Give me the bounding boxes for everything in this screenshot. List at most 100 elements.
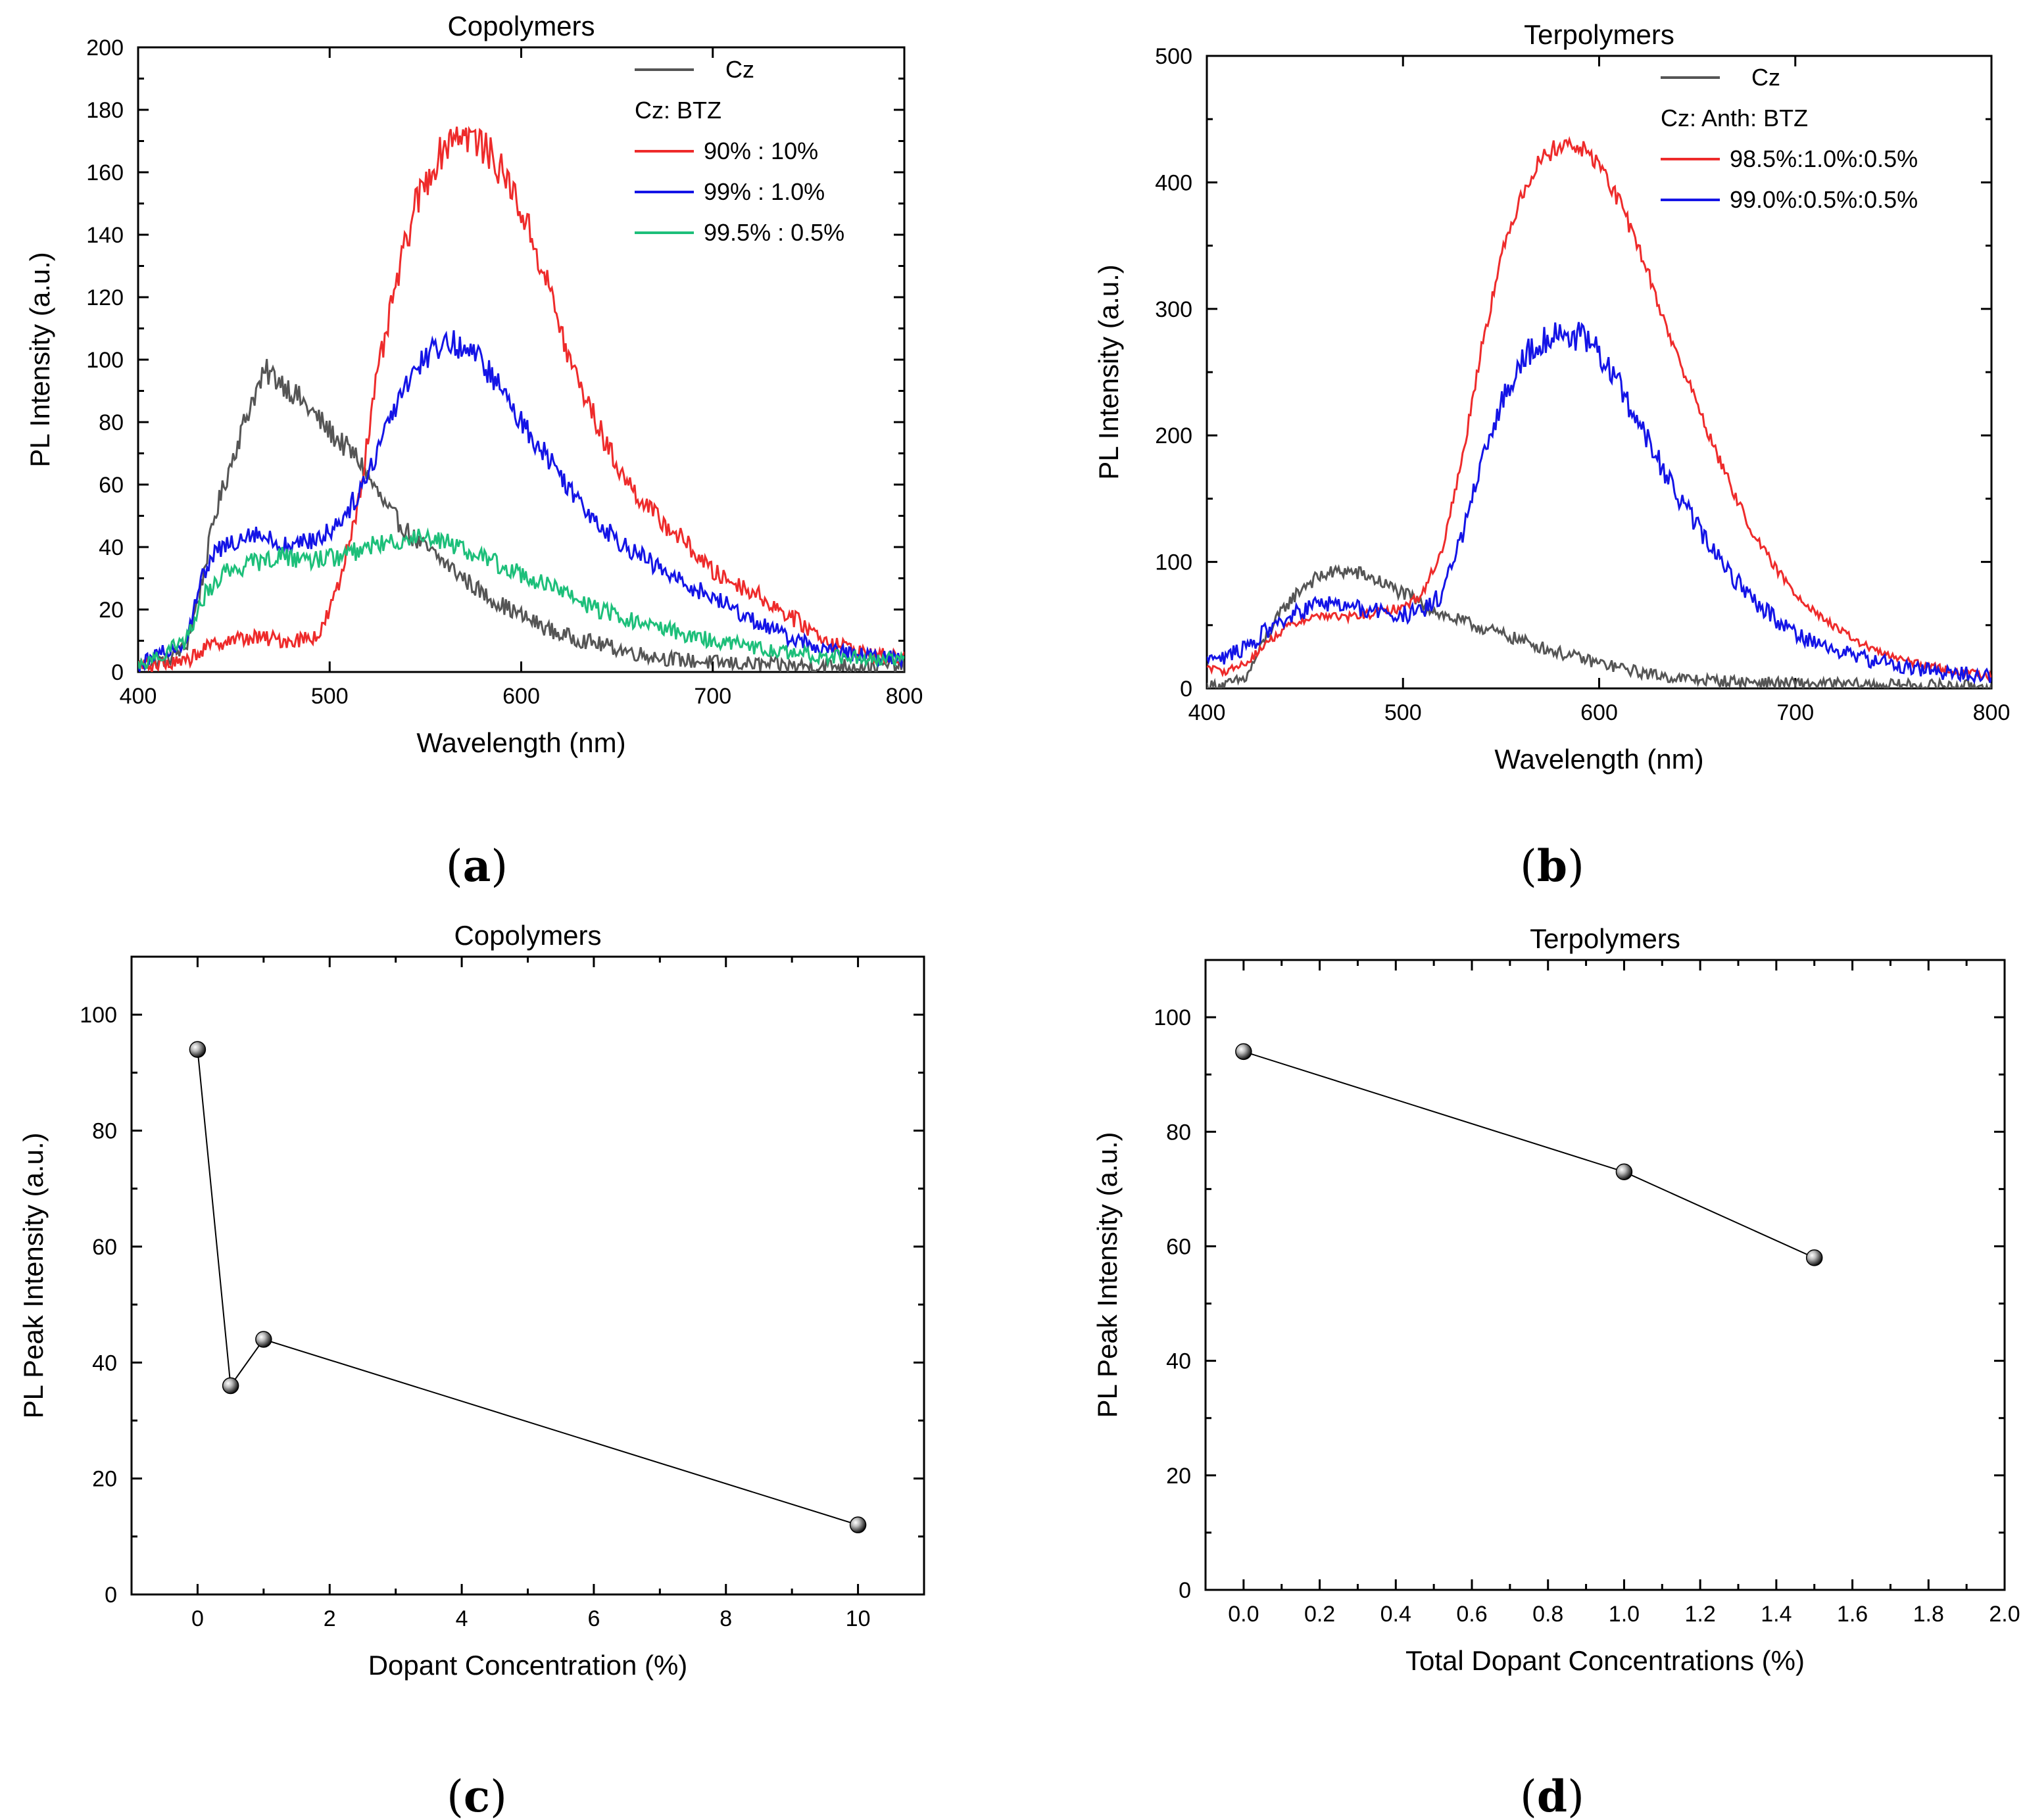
y-tick-label: 60 <box>1166 1234 1191 1259</box>
panel-label-open: ( <box>1520 841 1537 892</box>
data-point-2 <box>1615 1163 1633 1180</box>
x-axis-label: Wavelength (nm) <box>416 727 625 758</box>
series-line-3 <box>138 330 904 672</box>
data-point-4 <box>849 1516 867 1533</box>
panel-label: (c) <box>447 1771 507 1820</box>
x-tick-label: 1.6 <box>1837 1602 1868 1627</box>
x-tick-label: 400 <box>1188 700 1226 725</box>
y-axis-label: PL Peak Intensity (a.u.) <box>18 1133 49 1419</box>
x-tick-label: 2 <box>324 1606 336 1631</box>
legend-header: Cz: Anth: BTZ <box>1661 105 1808 132</box>
y-tick-label: 160 <box>86 160 124 185</box>
chart-a-pl-spectra-copolymers: Copolymers 400 500 600 700 800 0 20 40 60 80 100 120… <box>24 11 923 892</box>
x-tick-label: 0.0 <box>1228 1602 1259 1627</box>
x-tick-label: 1.0 <box>1609 1602 1640 1627</box>
panel-label-letter: b <box>1537 840 1567 892</box>
series-line-4 <box>138 527 904 671</box>
y-tick-label: 200 <box>86 36 124 60</box>
legend: Cz Cz: Anth: BTZ 98.5%:1.0%:0.5% 99.0%:0.5%… <box>1661 64 1918 213</box>
panel-label: (d) <box>1520 1771 1584 1820</box>
x-tick-label: 1.2 <box>1685 1602 1716 1627</box>
series-line-3 <box>1207 322 1991 684</box>
y-tick-label: 140 <box>86 223 124 248</box>
legend-label: 90% : 10% <box>704 137 818 164</box>
x-tick-label: 6 <box>587 1606 600 1631</box>
y-tick-label: 20 <box>99 598 124 623</box>
panel-label-open: ( <box>447 1771 464 1820</box>
legend-label: Cz <box>1751 64 1780 91</box>
y-tick-label: 200 <box>1155 423 1192 448</box>
y-tick-label: 0 <box>1179 1578 1191 1603</box>
y-tick-label: 80 <box>92 1119 117 1144</box>
y-tick-label: 60 <box>99 473 124 498</box>
y-tick-label: 500 <box>1155 44 1192 69</box>
legend-label: 99.0%:0.5%:0.5% <box>1730 186 1918 213</box>
y-tick-label: 100 <box>86 348 124 373</box>
y-tick-label: 60 <box>92 1235 117 1260</box>
y-tick-label: 400 <box>1155 170 1192 195</box>
x-tick-label: 800 <box>1973 700 2011 725</box>
plot-frame <box>130 955 925 1596</box>
chart-title: Copolymers <box>454 920 601 951</box>
panel-label: (b) <box>1520 840 1584 892</box>
x-tick-label: 600 <box>1580 700 1618 725</box>
x-axis-label: Wavelength (nm) <box>1494 744 1703 775</box>
x-tick-label: 2.0 <box>1989 1602 2020 1627</box>
panel-label-close: ) <box>1567 1771 1584 1820</box>
series-line-1 <box>138 358 904 672</box>
panel-label-open: ( <box>446 841 463 892</box>
x-tick-label: 500 <box>311 684 349 709</box>
panel-label-open: ( <box>1520 1771 1537 1820</box>
y-axis-label: PL Intensity (a.u.) <box>24 252 55 467</box>
y-tick-label: 0 <box>105 1583 117 1608</box>
x-tick-label: 800 <box>886 684 923 709</box>
chart-title: Terpolymers <box>1530 923 1680 954</box>
y-axis-label: PL Intensity (a.u.) <box>1093 264 1124 480</box>
legend-label: 98.5%:1.0%:0.5% <box>1730 145 1918 172</box>
panel-label-close: ) <box>491 841 508 892</box>
x-tick-label: 1.8 <box>1913 1602 1944 1627</box>
data-point-2 <box>222 1377 239 1395</box>
x-tick-label: 400 <box>120 684 157 709</box>
connecting-line <box>197 1049 858 1526</box>
x-tick-label: 0 <box>191 1606 204 1631</box>
y-tick-label: 40 <box>99 535 124 560</box>
y-tick-label: 100 <box>1154 1005 1191 1030</box>
y-tick-label: 20 <box>92 1467 117 1492</box>
x-tick-label: 4 <box>456 1606 468 1631</box>
panel-label: (a) <box>446 840 508 892</box>
panel-label-letter: a <box>463 840 491 892</box>
x-tick-label: 700 <box>694 684 731 709</box>
legend-label: 99.5% : 0.5% <box>704 219 844 246</box>
y-tick-label: 80 <box>99 410 124 435</box>
data-point-3 <box>1805 1249 1823 1266</box>
chart-b-pl-spectra-terpolymers: Terpolymers 400 500 600 700 800 0 100 200 300 400 5… <box>1093 19 2010 892</box>
y-axis-label: PL Peak Intensity (a.u.) <box>1092 1132 1123 1418</box>
panel-label-letter: d <box>1537 1771 1567 1820</box>
y-tick-label: 120 <box>86 285 124 310</box>
data-point-1 <box>1235 1043 1252 1061</box>
panel-label-letter: c <box>464 1771 490 1820</box>
legend-label: 99% : 1.0% <box>704 178 825 205</box>
x-tick-label: 8 <box>720 1606 732 1631</box>
y-tick-label: 300 <box>1155 297 1192 322</box>
panel-label-close: ) <box>490 1771 507 1820</box>
y-tick-label: 180 <box>86 98 124 123</box>
legend-header: Cz: BTZ <box>635 97 721 124</box>
x-tick-label: 10 <box>846 1606 871 1631</box>
connecting-line <box>1243 1051 1815 1258</box>
chart-title: Terpolymers <box>1524 19 1674 50</box>
x-axis-label: Total Dopant Concentrations (%) <box>1405 1645 1805 1676</box>
y-tick-label: 100 <box>80 1003 117 1028</box>
y-tick-label: 0 <box>111 660 124 685</box>
x-tick-label: 0.8 <box>1532 1602 1563 1627</box>
legend-label: Cz <box>725 56 754 83</box>
x-tick-label: 500 <box>1384 700 1422 725</box>
x-axis-label: Dopant Concentration (%) <box>368 1650 688 1681</box>
x-tick-label: 700 <box>1776 700 1814 725</box>
x-tick-label: 1.4 <box>1761 1602 1792 1627</box>
data-point-1 <box>189 1041 207 1058</box>
y-tick-label: 40 <box>92 1351 117 1376</box>
x-tick-label: 0.6 <box>1456 1602 1487 1627</box>
